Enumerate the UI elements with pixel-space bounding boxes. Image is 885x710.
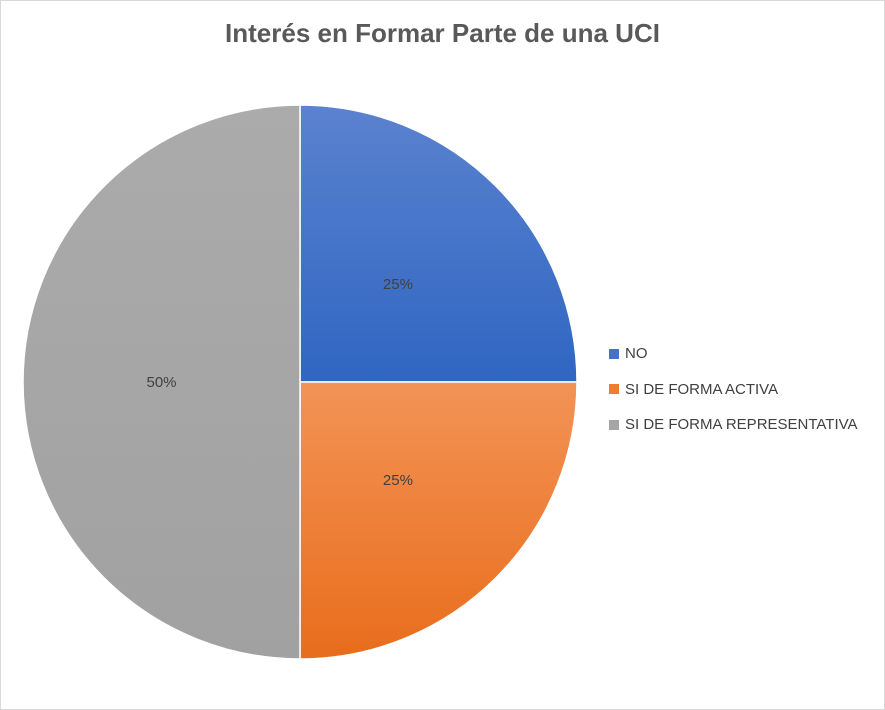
legend-swatch-si-de-forma-representativa bbox=[609, 419, 619, 430]
data-label-si-de-forma-activa: 25% bbox=[383, 472, 413, 489]
legend-label-si-de-forma-activa: SI DE FORMA ACTIVA bbox=[625, 380, 779, 398]
legend-swatch-no bbox=[609, 348, 619, 359]
legend-item-si-de-forma-representativa: SI DE FORMA REPRESENTATIVA bbox=[609, 407, 858, 443]
pie-slice-no bbox=[299, 104, 578, 383]
legend: NO SI DE FORMA ACTIVA SI DE FORMA REPRES… bbox=[609, 336, 858, 443]
chart-title: Interés en Formar Parte de una UCI bbox=[225, 18, 660, 48]
legend-item-no: NO bbox=[609, 336, 858, 372]
legend-swatch-si-de-forma-activa bbox=[609, 384, 619, 395]
data-label-si-de-forma-representativa: 50% bbox=[146, 374, 176, 391]
pie-slice-si-de-forma-activa bbox=[299, 381, 578, 660]
data-label-no: 25% bbox=[383, 276, 413, 293]
legend-item-si-de-forma-activa: SI DE FORMA ACTIVA bbox=[609, 372, 858, 408]
pie-slice-si-de-forma-representativa bbox=[22, 104, 301, 660]
legend-label-no: NO bbox=[625, 345, 648, 363]
legend-label-si-de-forma-representativa: SI DE FORMA REPRESENTATIVA bbox=[625, 416, 858, 434]
